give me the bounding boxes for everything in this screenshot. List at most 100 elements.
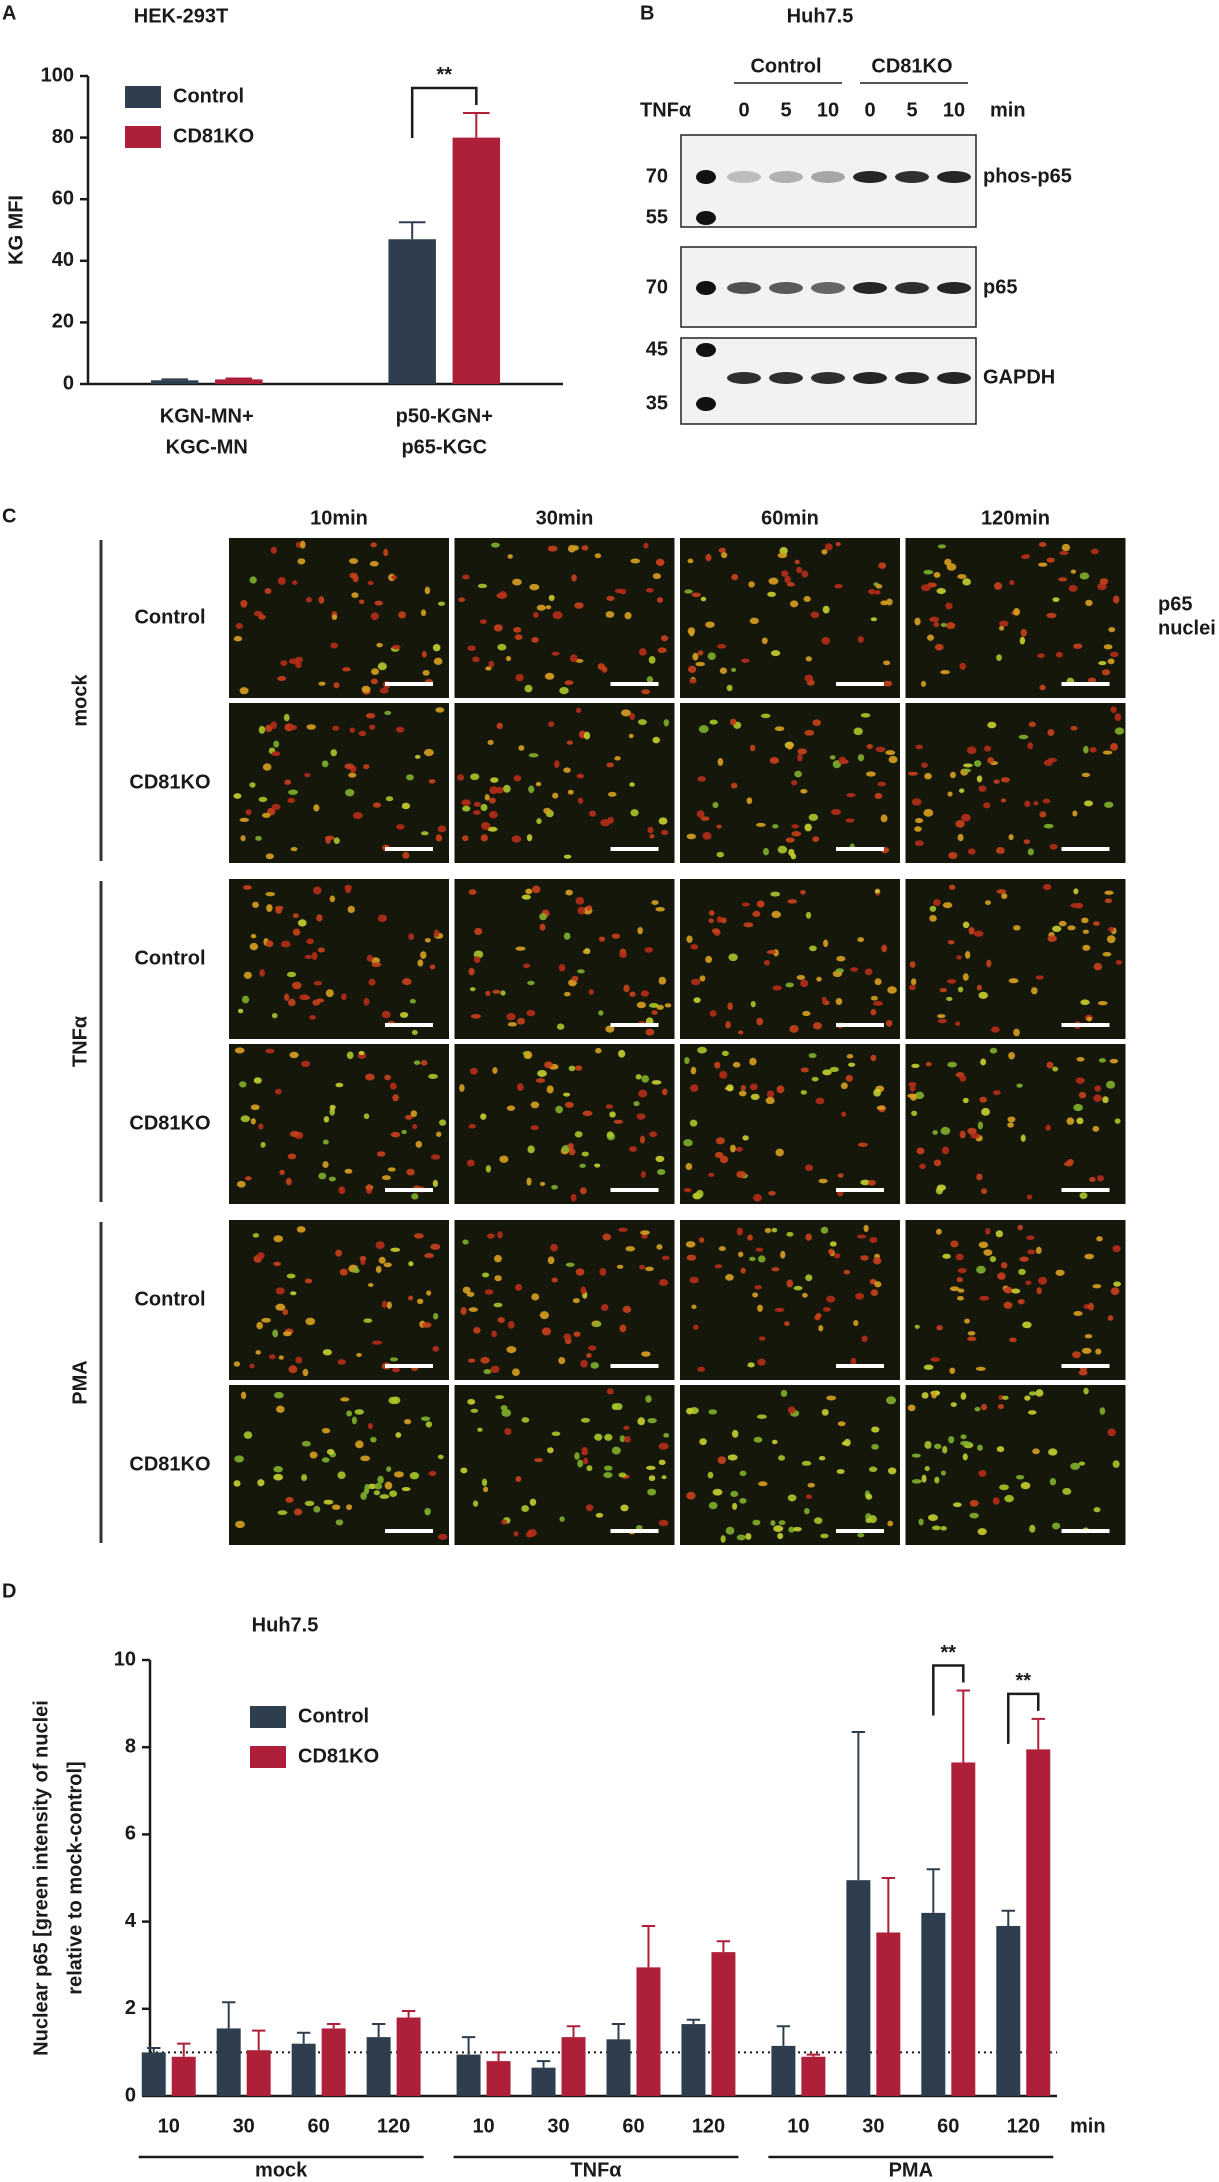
channel-label: p65 bbox=[1158, 593, 1192, 615]
micrograph bbox=[454, 538, 675, 698]
cell bbox=[473, 810, 481, 815]
cell bbox=[507, 1320, 515, 1329]
cell bbox=[950, 1402, 957, 1407]
cell bbox=[413, 1233, 424, 1239]
column-label: 60min bbox=[761, 507, 819, 529]
cell bbox=[469, 1067, 478, 1075]
cell bbox=[919, 1163, 926, 1170]
cell bbox=[630, 809, 639, 817]
error-bar bbox=[296, 2031, 311, 2044]
cell bbox=[920, 680, 927, 687]
cell bbox=[495, 786, 504, 794]
cell bbox=[404, 1419, 412, 1425]
cell bbox=[1011, 1288, 1021, 1294]
cell bbox=[639, 1264, 646, 1270]
cell bbox=[645, 1266, 654, 1272]
cell bbox=[947, 791, 953, 797]
y-tick-label: 40 bbox=[52, 249, 74, 271]
cell bbox=[649, 1131, 658, 1138]
cell bbox=[462, 1239, 469, 1245]
cell bbox=[495, 1395, 504, 1400]
cell bbox=[652, 573, 661, 580]
cell bbox=[259, 969, 265, 977]
cell bbox=[557, 1023, 565, 1030]
cell bbox=[373, 1490, 380, 1496]
cell bbox=[736, 1170, 747, 1179]
cell bbox=[261, 812, 271, 818]
treatment-label: mock bbox=[69, 674, 91, 727]
cell bbox=[290, 847, 298, 852]
cell bbox=[479, 619, 487, 625]
cell bbox=[887, 986, 897, 994]
cell bbox=[709, 719, 718, 725]
cell bbox=[1106, 935, 1116, 944]
cell bbox=[786, 1231, 794, 1237]
cell bbox=[611, 1446, 621, 1455]
cell bbox=[960, 1440, 971, 1446]
cell bbox=[260, 1141, 266, 1148]
cell bbox=[973, 930, 984, 937]
cell bbox=[1024, 1395, 1031, 1401]
cell bbox=[249, 942, 259, 951]
cell bbox=[1037, 653, 1045, 659]
cell bbox=[568, 1148, 576, 1156]
cell bbox=[658, 1519, 669, 1527]
cell bbox=[355, 1440, 364, 1449]
cell bbox=[756, 900, 765, 908]
significance-label: ** bbox=[941, 1642, 957, 1664]
cell bbox=[1043, 759, 1054, 766]
cell bbox=[273, 1261, 282, 1266]
bar bbox=[606, 2039, 631, 2096]
cell bbox=[940, 1526, 947, 1531]
cell bbox=[361, 685, 371, 693]
x-tick-label: 60 bbox=[308, 2115, 330, 2137]
cell bbox=[652, 736, 660, 744]
error-bar bbox=[398, 221, 426, 240]
cell bbox=[645, 1395, 652, 1403]
cell bbox=[393, 1471, 404, 1478]
cell bbox=[1002, 1395, 1009, 1400]
significance-label: ** bbox=[1015, 1670, 1031, 1692]
cell bbox=[386, 1301, 392, 1310]
cell bbox=[999, 1484, 1009, 1491]
cell bbox=[934, 643, 944, 651]
cell bbox=[729, 1144, 736, 1153]
cell bbox=[367, 1423, 373, 1430]
cell bbox=[942, 902, 953, 909]
cell bbox=[289, 1051, 299, 1059]
y-tick-label: 100 bbox=[41, 64, 74, 86]
chart-title: HEK-293T bbox=[134, 5, 228, 27]
cell bbox=[845, 818, 855, 823]
cell bbox=[981, 1188, 988, 1195]
cell bbox=[645, 587, 654, 593]
cell bbox=[1080, 999, 1090, 1006]
cell bbox=[1004, 1494, 1014, 1503]
cell bbox=[306, 724, 316, 730]
cell bbox=[1009, 580, 1015, 586]
cell bbox=[525, 888, 533, 895]
cell bbox=[473, 801, 481, 807]
cell bbox=[924, 772, 932, 780]
cell bbox=[280, 660, 288, 666]
cell bbox=[563, 1333, 572, 1341]
cell bbox=[1039, 811, 1047, 818]
cell bbox=[960, 1392, 967, 1400]
cell bbox=[536, 818, 542, 825]
cell bbox=[524, 1051, 533, 1059]
cell bbox=[1086, 1016, 1092, 1022]
cell bbox=[363, 1318, 373, 1323]
cell bbox=[1066, 1117, 1075, 1125]
cell bbox=[940, 622, 947, 627]
cell bbox=[1083, 1387, 1089, 1395]
cell bbox=[575, 1268, 585, 1276]
cell bbox=[871, 1426, 880, 1433]
cell bbox=[1013, 925, 1021, 931]
protein-band bbox=[937, 372, 971, 384]
cell bbox=[768, 1190, 776, 1196]
cell bbox=[686, 833, 697, 840]
cell bbox=[624, 1435, 631, 1443]
cell bbox=[640, 1230, 650, 1236]
cell bbox=[426, 1290, 432, 1296]
cell bbox=[377, 914, 388, 923]
cell bbox=[582, 949, 590, 954]
